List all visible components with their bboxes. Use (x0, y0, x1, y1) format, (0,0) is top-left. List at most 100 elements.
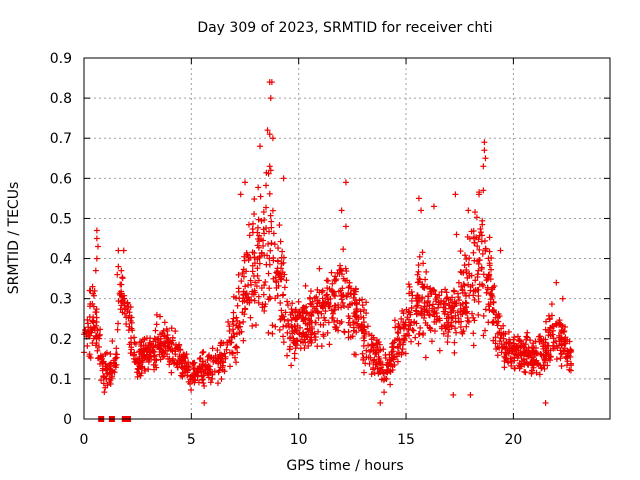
data-point (242, 283, 249, 290)
data-point (486, 248, 493, 255)
data-point (427, 327, 434, 334)
data-point (450, 307, 457, 314)
data-point (253, 283, 260, 290)
data-point (226, 337, 233, 344)
data-point (475, 298, 482, 305)
data-point (284, 329, 291, 336)
data-point (211, 368, 218, 375)
data-point (278, 265, 285, 272)
data-point (487, 276, 494, 283)
data-point (262, 278, 269, 285)
data-point (266, 131, 273, 138)
data-point (251, 196, 258, 203)
data-point (351, 327, 358, 334)
data-point (560, 347, 567, 354)
data-point (501, 358, 508, 365)
data-point (219, 364, 226, 371)
data-point (240, 291, 247, 298)
data-point (530, 348, 537, 355)
data-point (204, 370, 211, 377)
data-point (319, 295, 326, 302)
data-point (228, 349, 235, 356)
data-point (416, 276, 423, 283)
data-point (296, 309, 303, 316)
data-point (138, 338, 145, 345)
data-point (288, 362, 295, 369)
data-point (265, 240, 272, 247)
data-point (280, 323, 287, 330)
data-point (446, 302, 453, 309)
data-point (542, 326, 549, 333)
data-point (398, 351, 405, 358)
data-point (312, 337, 319, 344)
data-point (490, 299, 497, 306)
y-axis-ticks: 0 0.1 0.2 0.3 0.4 0.5 0.6 0.7 0.8 0.9 (50, 51, 610, 428)
data-point (304, 310, 311, 317)
data-point (280, 259, 287, 266)
data-point (408, 297, 415, 304)
data-point (475, 311, 482, 318)
data-point (263, 204, 270, 211)
data-point (276, 326, 283, 333)
data-point (243, 268, 250, 275)
data-point (515, 347, 522, 354)
data-point (515, 362, 522, 369)
data-point (329, 315, 336, 322)
data-point (172, 351, 179, 358)
data-point (499, 345, 506, 352)
data-point (345, 290, 352, 297)
data-point (326, 341, 333, 348)
data-point (474, 273, 481, 280)
data-point (117, 281, 124, 288)
data-point (419, 249, 426, 256)
data-point (511, 365, 518, 372)
data-point (517, 338, 524, 345)
data-point (505, 359, 512, 366)
data-point (164, 351, 171, 358)
data-point (431, 328, 438, 335)
data-point (268, 240, 275, 247)
data-point (366, 360, 373, 367)
data-point (220, 340, 227, 347)
data-point (369, 341, 376, 348)
data-point (169, 347, 176, 354)
data-point (249, 268, 256, 275)
data-point (564, 362, 571, 369)
data-point (239, 270, 246, 277)
data-point (463, 293, 470, 300)
data-point (333, 324, 340, 331)
data-point (320, 299, 327, 306)
data-point (166, 343, 173, 350)
data-point (279, 248, 286, 255)
data-point (374, 344, 381, 351)
data-point (221, 368, 228, 375)
data-point (287, 334, 294, 341)
data-point (353, 314, 360, 321)
data-point (267, 167, 274, 174)
data-point (230, 309, 237, 316)
data-point (470, 330, 477, 337)
data-point (164, 327, 171, 334)
data-point (168, 369, 175, 376)
data-point (254, 256, 261, 263)
data-point (360, 342, 367, 349)
data-point (454, 309, 461, 316)
data-point (252, 279, 259, 286)
data-point (391, 353, 398, 360)
data-point (245, 221, 252, 228)
data-point (197, 355, 204, 362)
data-point (306, 338, 313, 345)
data-point (360, 326, 367, 333)
data-point (301, 345, 308, 352)
data-point (138, 363, 145, 370)
data-point (494, 322, 501, 329)
data-point (268, 224, 275, 231)
data-point (316, 265, 323, 272)
data-point (459, 311, 466, 318)
data-point (352, 351, 359, 358)
data-point (306, 294, 313, 301)
data-point (236, 329, 243, 336)
data-point (470, 227, 477, 234)
data-point (331, 291, 338, 298)
